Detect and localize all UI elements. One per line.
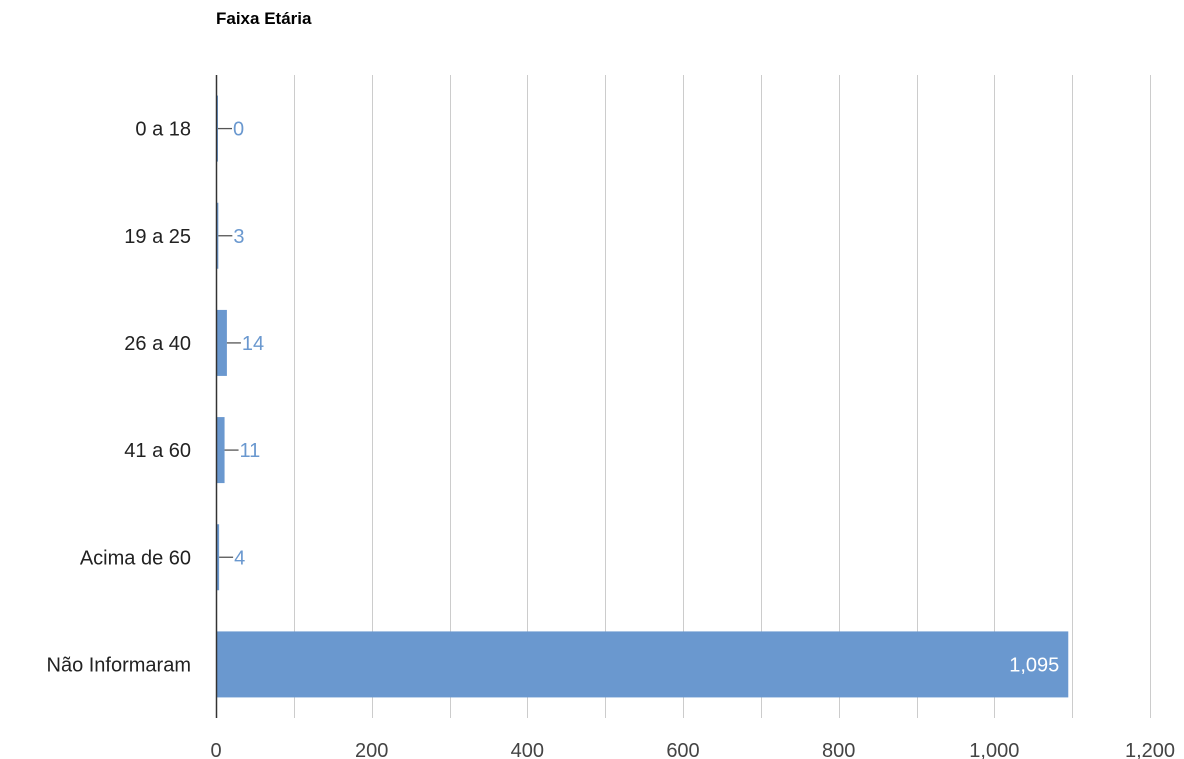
value-label: 1,095 — [1009, 654, 1059, 676]
bars: 0 3 14 11 4 1,095 — [216, 95, 1069, 698]
value-label: 0 — [233, 119, 244, 141]
category-labels: 0 a 18 19 a 25 26 a 40 41 a 60 Acima de 60 Nã… — [47, 119, 192, 677]
category-label: Acima de 60 — [80, 547, 191, 569]
category-label: 0 a 18 — [135, 119, 191, 141]
gridlines — [294, 75, 1151, 718]
x-tick-label: 200 — [355, 740, 388, 759]
category-label: Não Informaram — [47, 654, 192, 676]
x-axis-tick-labels: 0 200 400 600 800 1,000 1,200 — [210, 740, 1175, 759]
x-tick-label: 800 — [822, 740, 855, 759]
bar — [216, 417, 225, 484]
value-label: 11 — [240, 440, 261, 462]
category-label: 26 a 40 — [124, 333, 191, 355]
value-label: 14 — [242, 333, 264, 355]
x-tick-label: 1,000 — [969, 740, 1019, 759]
x-tick-label: 1,200 — [1125, 740, 1175, 759]
category-label: 19 a 25 — [124, 226, 191, 248]
x-tick-label: 600 — [666, 740, 699, 759]
x-tick-label: 0 — [210, 740, 221, 759]
category-label: 41 a 60 — [124, 440, 191, 462]
value-label: 3 — [233, 226, 244, 248]
value-label: 4 — [234, 547, 245, 569]
bar — [216, 631, 1069, 698]
x-tick-label: 400 — [511, 740, 544, 759]
chart-title: Faixa Etária — [216, 9, 312, 28]
bar — [216, 309, 227, 376]
bar — [216, 524, 220, 591]
